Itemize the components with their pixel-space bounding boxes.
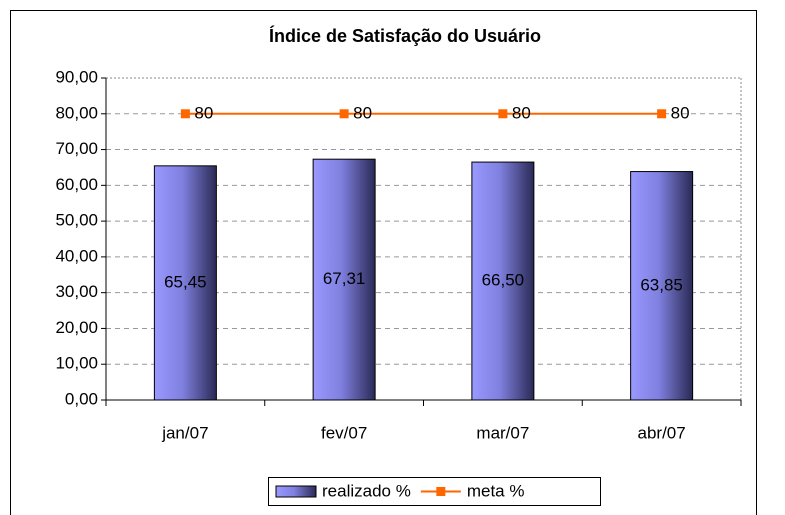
legend-marker bbox=[436, 487, 446, 496]
legend-swatch bbox=[275, 485, 317, 498]
data-label: 80 bbox=[353, 103, 372, 122]
x-tick-label: abr/07 bbox=[638, 423, 686, 442]
bar bbox=[630, 171, 694, 401]
data-label: 66,50 bbox=[482, 271, 525, 290]
line-marker bbox=[657, 109, 667, 119]
data-label: 80 bbox=[671, 103, 690, 122]
y-tick-label: 70,00 bbox=[55, 139, 98, 158]
bar bbox=[312, 158, 376, 401]
y-tick-label: 90,00 bbox=[55, 67, 98, 86]
y-tick-label: 20,00 bbox=[55, 318, 98, 337]
y-tick-label: 60,00 bbox=[55, 175, 98, 194]
legend-label: meta % bbox=[467, 481, 525, 500]
y-tick-label: 0,00 bbox=[65, 389, 98, 408]
line-marker bbox=[498, 109, 508, 119]
y-tick-label: 80,00 bbox=[55, 103, 98, 122]
y-tick-label: 40,00 bbox=[55, 246, 98, 265]
legend-label: realizado % bbox=[322, 481, 411, 500]
data-label: 67,31 bbox=[323, 269, 366, 288]
data-label: 80 bbox=[512, 103, 531, 122]
chart-title: Índice de Satisfação do Usuário bbox=[269, 25, 541, 46]
x-tick-label: jan/07 bbox=[161, 423, 208, 442]
line-marker bbox=[180, 109, 190, 119]
data-label: 80 bbox=[194, 103, 213, 122]
y-tick-label: 10,00 bbox=[55, 354, 98, 373]
x-tick-label: fev/07 bbox=[321, 423, 367, 442]
y-tick-label: 50,00 bbox=[55, 211, 98, 230]
line-marker bbox=[339, 109, 349, 119]
bar bbox=[153, 165, 217, 401]
y-tick-label: 30,00 bbox=[55, 282, 98, 301]
data-label: 63,85 bbox=[640, 275, 683, 294]
x-tick-label: mar/07 bbox=[476, 423, 529, 442]
data-label: 65,45 bbox=[164, 272, 207, 291]
